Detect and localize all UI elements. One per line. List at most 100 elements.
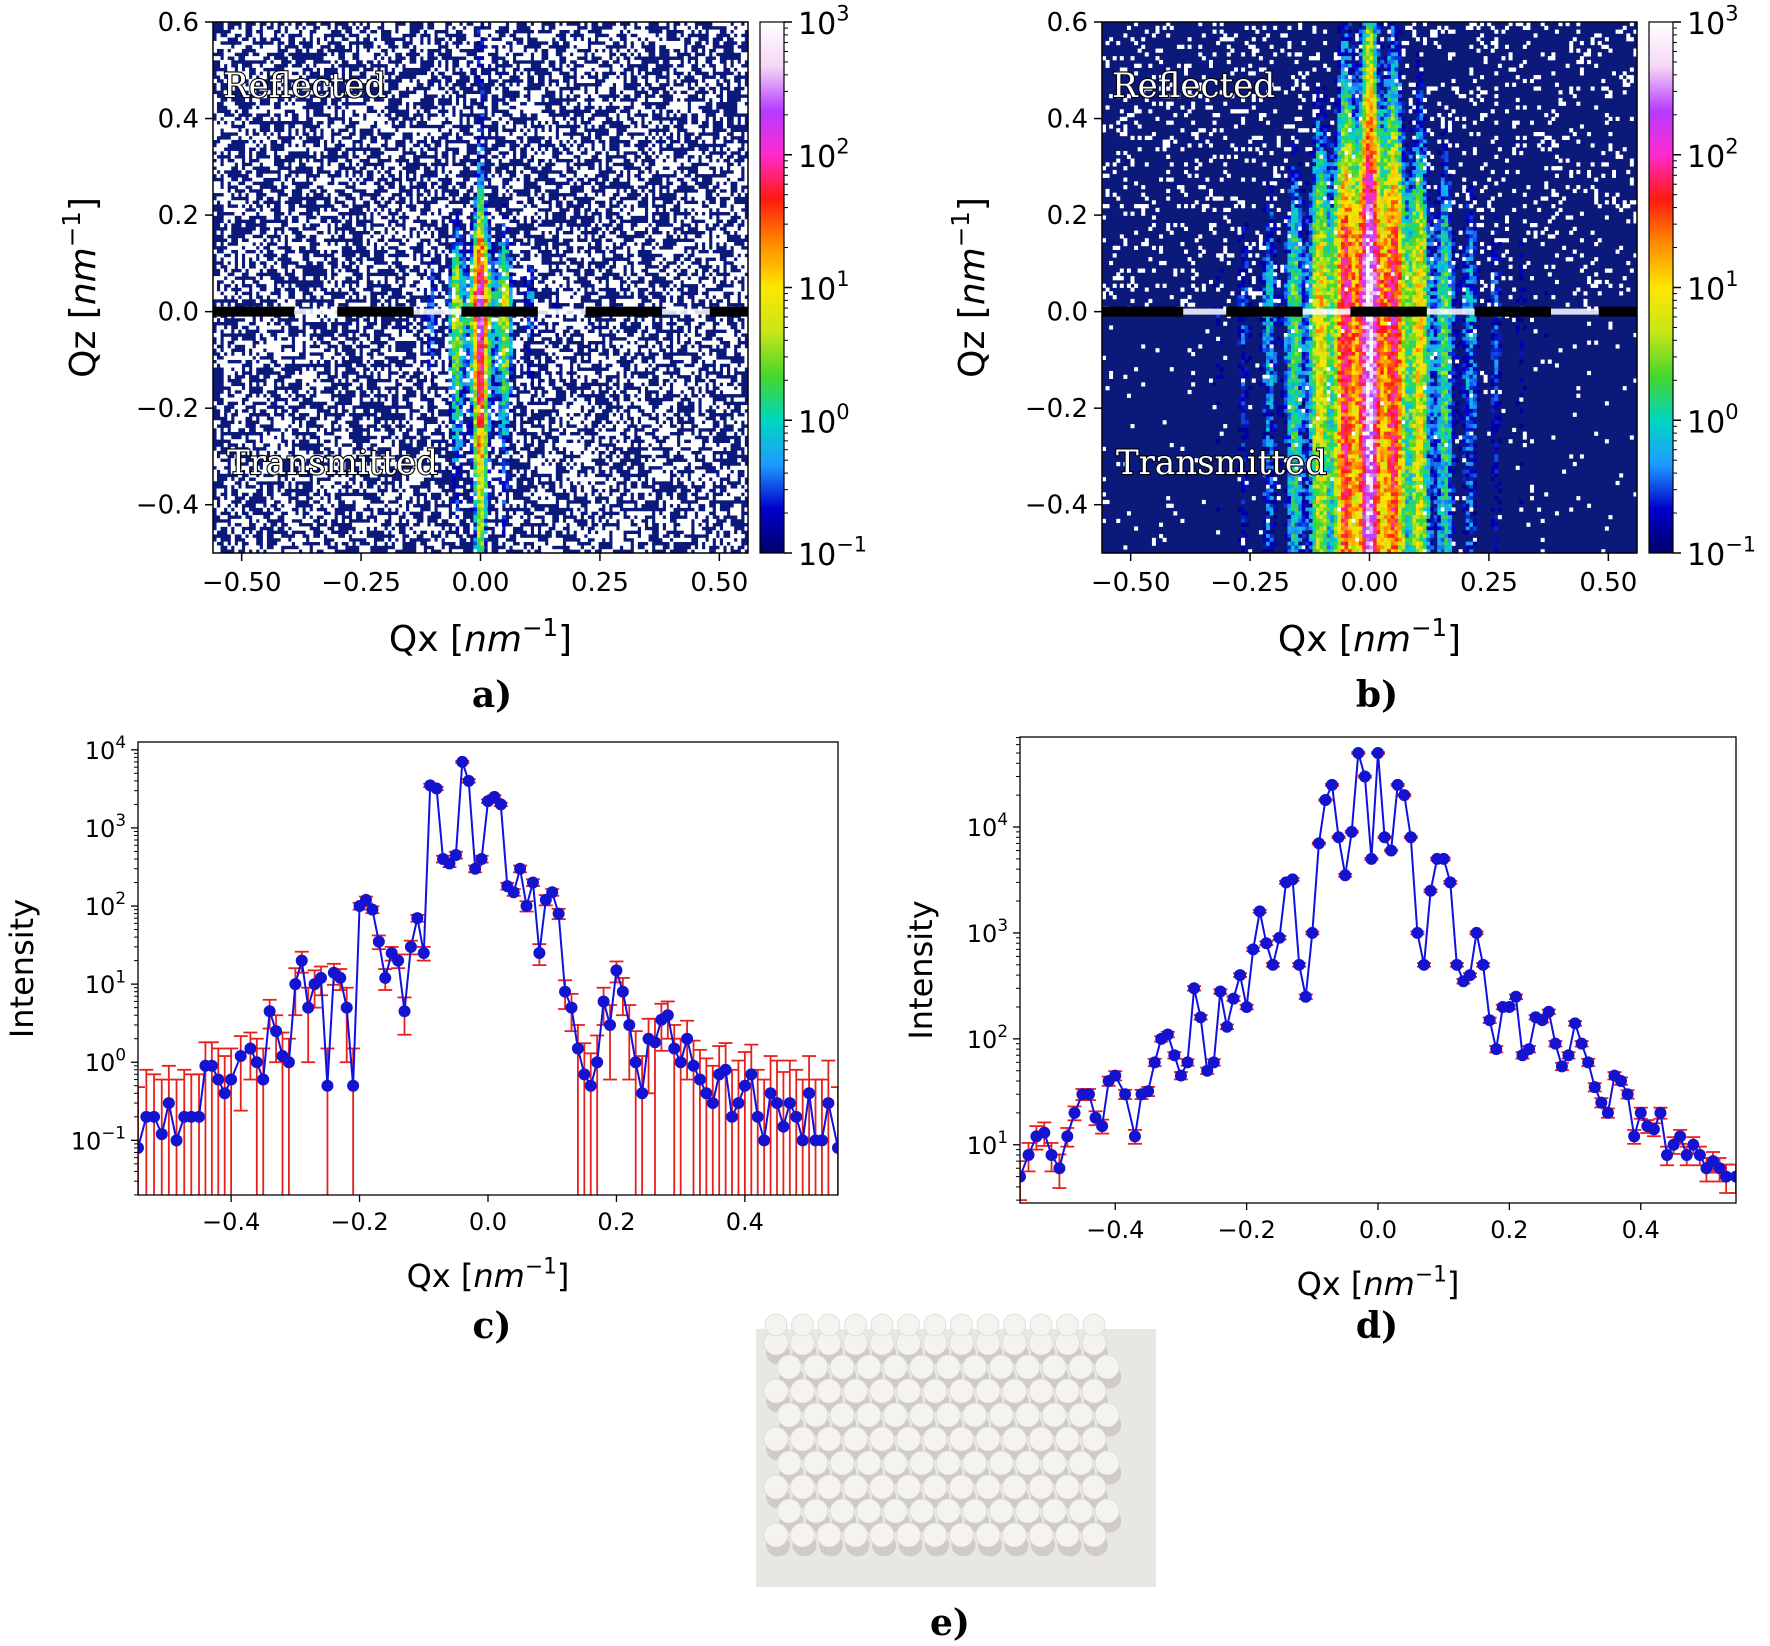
heatmap-cell [359, 154, 364, 159]
heatmap-cell [284, 226, 289, 231]
heatmap-cell [523, 279, 528, 285]
heatmap-cell [451, 279, 456, 285]
heatmap-cell [295, 94, 299, 99]
heatmap-cell [530, 295, 535, 300]
heatmap-cell [687, 260, 692, 266]
heatmap-cell [366, 124, 371, 129]
heatmap-cell [369, 207, 374, 213]
heatmap-cell [598, 37, 603, 42]
heatmap-cell [266, 264, 271, 269]
heatmap-cell [455, 128, 460, 133]
heatmap-cell [694, 86, 699, 91]
heatmap-cell [441, 291, 446, 296]
heatmap-cell [694, 279, 699, 285]
heatmap-cell [673, 128, 678, 133]
heatmap-cell [701, 56, 706, 61]
heatmap-cell [455, 166, 460, 171]
heatmap-cell [705, 279, 710, 285]
heatmap-cell [366, 234, 371, 239]
heatmap-cell [409, 109, 414, 114]
heatmap-cell [558, 82, 563, 87]
heatmap-cell [323, 128, 328, 133]
heatmap-cell [298, 37, 303, 42]
heatmap-cell [323, 241, 328, 247]
heatmap-cell [519, 67, 524, 72]
heatmap-cell [216, 44, 221, 49]
heatmap-cell [501, 204, 506, 209]
heatmap-cell [366, 226, 371, 231]
heatmap-cell [430, 279, 435, 285]
heatmap-cell [587, 113, 592, 118]
heatmap-cell [380, 67, 385, 72]
heatmap-cell [252, 192, 257, 197]
heatmap-cell [566, 260, 571, 266]
heatmap-cell [651, 154, 656, 159]
heatmap-cell [723, 94, 727, 99]
heatmap-cell [740, 298, 745, 304]
heatmap-cell [291, 67, 296, 72]
heatmap-cell [241, 135, 246, 140]
heatmap-cell [237, 245, 242, 250]
heatmap-cell [220, 272, 225, 277]
heatmap-cell [555, 105, 560, 110]
heatmap-cell [566, 298, 571, 304]
heatmap-cell [698, 75, 703, 80]
heatmap-cell [683, 29, 688, 34]
heatmap-cell [623, 135, 628, 140]
heatmap-cell [562, 166, 567, 171]
heatmap-cell [334, 204, 339, 209]
heatmap-cell [237, 211, 242, 216]
heatmap-cell [344, 295, 349, 300]
heatmap-cell [405, 181, 410, 186]
heatmap-cell [619, 59, 624, 65]
heatmap-cell [708, 135, 713, 140]
heatmap-cell [291, 283, 296, 288]
heatmap-cell [583, 101, 588, 106]
heatmap-cell [309, 150, 314, 156]
heatmap-cell [523, 264, 528, 269]
heatmap-cell [583, 154, 588, 159]
heatmap-cell [469, 181, 474, 186]
heatmap-cell [466, 226, 471, 231]
heatmap-cell [291, 97, 296, 103]
heatmap-cell [744, 67, 749, 72]
heatmap-cell [309, 230, 314, 235]
heatmap-cell [359, 44, 364, 49]
heatmap-cell [673, 162, 678, 167]
heatmap-cell [491, 295, 496, 300]
heatmap-cell [562, 63, 567, 68]
heatmap-cell [698, 211, 703, 216]
heatmap-cell [234, 207, 239, 213]
heatmap-cell [459, 295, 464, 300]
heatmap-cell [316, 150, 321, 156]
heatmap-cell [541, 90, 546, 95]
heatmap-cell [480, 173, 485, 178]
heatmap-cell [462, 279, 467, 285]
heatmap-cell [451, 295, 456, 300]
heatmap-cell [626, 33, 631, 38]
heatmap-cell [430, 90, 435, 95]
heatmap-cell [494, 82, 499, 87]
heatmap-cell [394, 94, 399, 99]
heatmap-cell [544, 226, 549, 231]
heatmap-cell [430, 120, 435, 125]
heatmap-cell [330, 192, 335, 197]
heatmap-cell [601, 101, 606, 106]
heatmap-cell [316, 22, 321, 27]
heatmap-cell [384, 75, 389, 80]
heatmap-cell [459, 234, 464, 239]
heatmap-cell [509, 257, 513, 262]
heatmap-cell [605, 253, 610, 258]
heatmap-cell [740, 272, 745, 277]
heatmap-cell [337, 185, 342, 190]
heatmap-cell [412, 276, 417, 281]
heatmap-cell [698, 25, 703, 30]
heatmap-cell [526, 113, 531, 118]
heatmap-cell [641, 71, 645, 76]
heatmap-cell [391, 188, 396, 194]
heatmap-cell [245, 86, 250, 91]
heatmap-cell [305, 128, 310, 133]
heatmap-cell [484, 283, 489, 288]
heatmap-cell [594, 52, 599, 57]
heatmap-cell [434, 97, 439, 103]
